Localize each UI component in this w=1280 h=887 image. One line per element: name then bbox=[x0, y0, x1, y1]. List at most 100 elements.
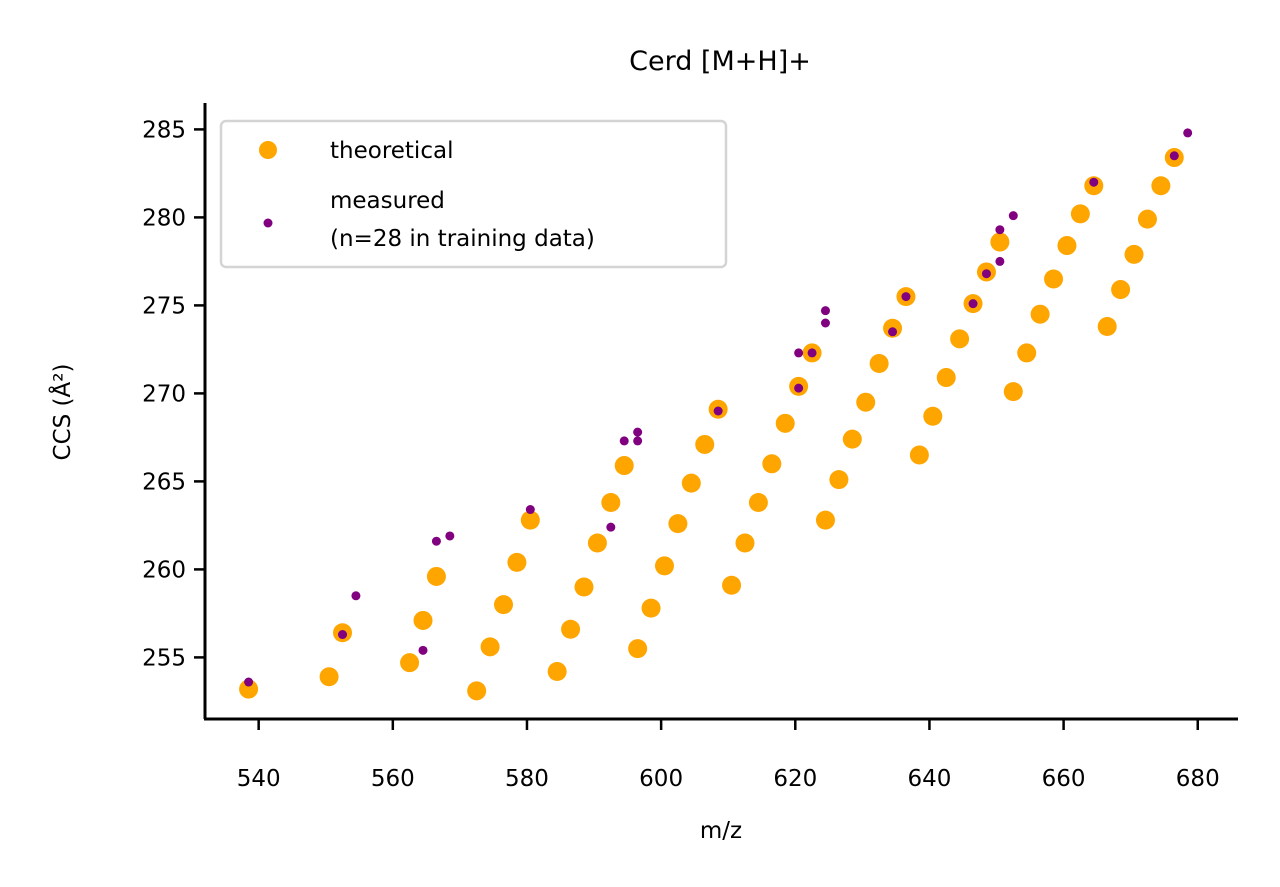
x-tick-label: 680 bbox=[1176, 766, 1220, 792]
theoretical-point bbox=[413, 610, 433, 630]
theoretical-point bbox=[480, 637, 500, 657]
theoretical-point bbox=[1124, 244, 1144, 264]
y-axis-label: CCS (Å²) bbox=[48, 364, 76, 461]
theoretical-point bbox=[547, 661, 567, 681]
theoretical-point bbox=[735, 533, 755, 553]
measured-point bbox=[981, 269, 991, 279]
theoretical-point bbox=[856, 392, 876, 412]
measured-point bbox=[619, 436, 629, 446]
x-tick-label: 600 bbox=[639, 766, 683, 792]
measured-point bbox=[431, 536, 441, 546]
x-tick-label: 580 bbox=[505, 766, 549, 792]
theoretical-point bbox=[950, 329, 970, 349]
y-tick-label: 285 bbox=[142, 117, 186, 143]
theoretical-point bbox=[1151, 176, 1171, 196]
theoretical-point bbox=[990, 232, 1010, 252]
theoretical-point bbox=[815, 510, 835, 530]
y-axis-ticks: 255 260 265 270 275 280 285 bbox=[142, 117, 205, 671]
theoretical-point bbox=[641, 598, 661, 618]
measured-point bbox=[351, 591, 361, 601]
theoretical-point bbox=[574, 577, 594, 597]
theoretical-point bbox=[239, 679, 259, 699]
theoretical-point bbox=[775, 413, 795, 433]
legend-box bbox=[219, 119, 728, 269]
theoretical-point bbox=[909, 445, 929, 465]
theoretical-point bbox=[467, 681, 487, 701]
x-axis-ticks: 540 560 580 600 620 640 660 680 bbox=[237, 719, 1220, 792]
measured-point bbox=[888, 327, 898, 337]
measured-point bbox=[1089, 177, 1099, 187]
measured-point bbox=[713, 406, 723, 416]
y-tick-label: 280 bbox=[142, 205, 186, 231]
measured-point bbox=[445, 531, 455, 541]
theoretical-point bbox=[426, 566, 446, 586]
measured-point bbox=[901, 292, 911, 302]
measured-point bbox=[794, 383, 804, 393]
x-tick-label: 640 bbox=[907, 766, 951, 792]
y-tick-label: 270 bbox=[142, 381, 186, 407]
x-tick-label: 620 bbox=[773, 766, 817, 792]
y-tick-label: 275 bbox=[142, 293, 186, 319]
theoretical-point bbox=[1003, 382, 1023, 402]
x-axis-label: m/z bbox=[700, 818, 742, 844]
theoretical-point bbox=[829, 470, 849, 490]
measured-point bbox=[244, 677, 254, 687]
theoretical-point bbox=[695, 434, 715, 454]
theoretical-point bbox=[1030, 304, 1050, 324]
theoretical-point bbox=[507, 552, 527, 572]
legend-label-theoretical: theoretical bbox=[330, 138, 453, 164]
theoretical-point bbox=[400, 653, 420, 673]
theoretical-point bbox=[520, 510, 540, 530]
measured-series bbox=[244, 128, 1193, 687]
theoretical-point bbox=[869, 353, 889, 373]
theoretical-point bbox=[748, 493, 768, 513]
y-tick-label: 265 bbox=[142, 469, 186, 495]
measured-point bbox=[1008, 211, 1018, 221]
x-tick-label: 540 bbox=[237, 766, 281, 792]
theoretical-point bbox=[561, 619, 581, 639]
measured-point bbox=[525, 505, 535, 515]
theoretical-point bbox=[628, 639, 648, 659]
theoretical-point bbox=[1111, 280, 1131, 300]
theoretical-point bbox=[319, 667, 339, 687]
legend: theoretical measured (n=28 in training d… bbox=[219, 119, 728, 269]
legend-label-measured-line1: measured bbox=[330, 188, 445, 214]
measured-point bbox=[995, 256, 1005, 266]
legend-marker-measured bbox=[263, 218, 273, 228]
theoretical-point bbox=[842, 429, 862, 449]
measured-point bbox=[338, 630, 348, 640]
theoretical-point bbox=[493, 595, 513, 615]
theoretical-point bbox=[1137, 209, 1157, 229]
measured-point bbox=[820, 318, 830, 328]
measured-point bbox=[1183, 128, 1193, 138]
theoretical-point bbox=[1097, 317, 1117, 337]
theoretical-point bbox=[1044, 269, 1064, 289]
theoretical-point bbox=[722, 575, 742, 595]
theoretical-point bbox=[587, 533, 607, 553]
measured-point bbox=[794, 348, 804, 358]
legend-marker-theoretical bbox=[259, 141, 277, 159]
measured-point bbox=[968, 299, 978, 309]
measured-point bbox=[633, 436, 643, 446]
theoretical-point bbox=[654, 556, 674, 576]
theoretical-point bbox=[614, 456, 634, 476]
legend-label-measured-line2: (n=28 in training data) bbox=[330, 226, 595, 252]
chart-title: Cerd [M+H]+ bbox=[629, 46, 811, 77]
theoretical-point bbox=[1057, 236, 1077, 256]
theoretical-point bbox=[1070, 204, 1090, 224]
y-tick-label: 255 bbox=[142, 645, 186, 671]
theoretical-point bbox=[936, 368, 956, 388]
theoretical-point bbox=[681, 473, 701, 493]
theoretical-point bbox=[762, 454, 782, 474]
measured-point bbox=[820, 306, 830, 316]
x-tick-label: 660 bbox=[1042, 766, 1086, 792]
y-tick-label: 260 bbox=[142, 557, 186, 583]
measured-point bbox=[995, 225, 1005, 235]
measured-point bbox=[606, 522, 616, 532]
theoretical-point bbox=[601, 493, 621, 513]
theoretical-point bbox=[1017, 343, 1037, 363]
measured-point bbox=[633, 427, 643, 437]
measured-point bbox=[418, 645, 428, 655]
measured-point bbox=[807, 348, 817, 358]
